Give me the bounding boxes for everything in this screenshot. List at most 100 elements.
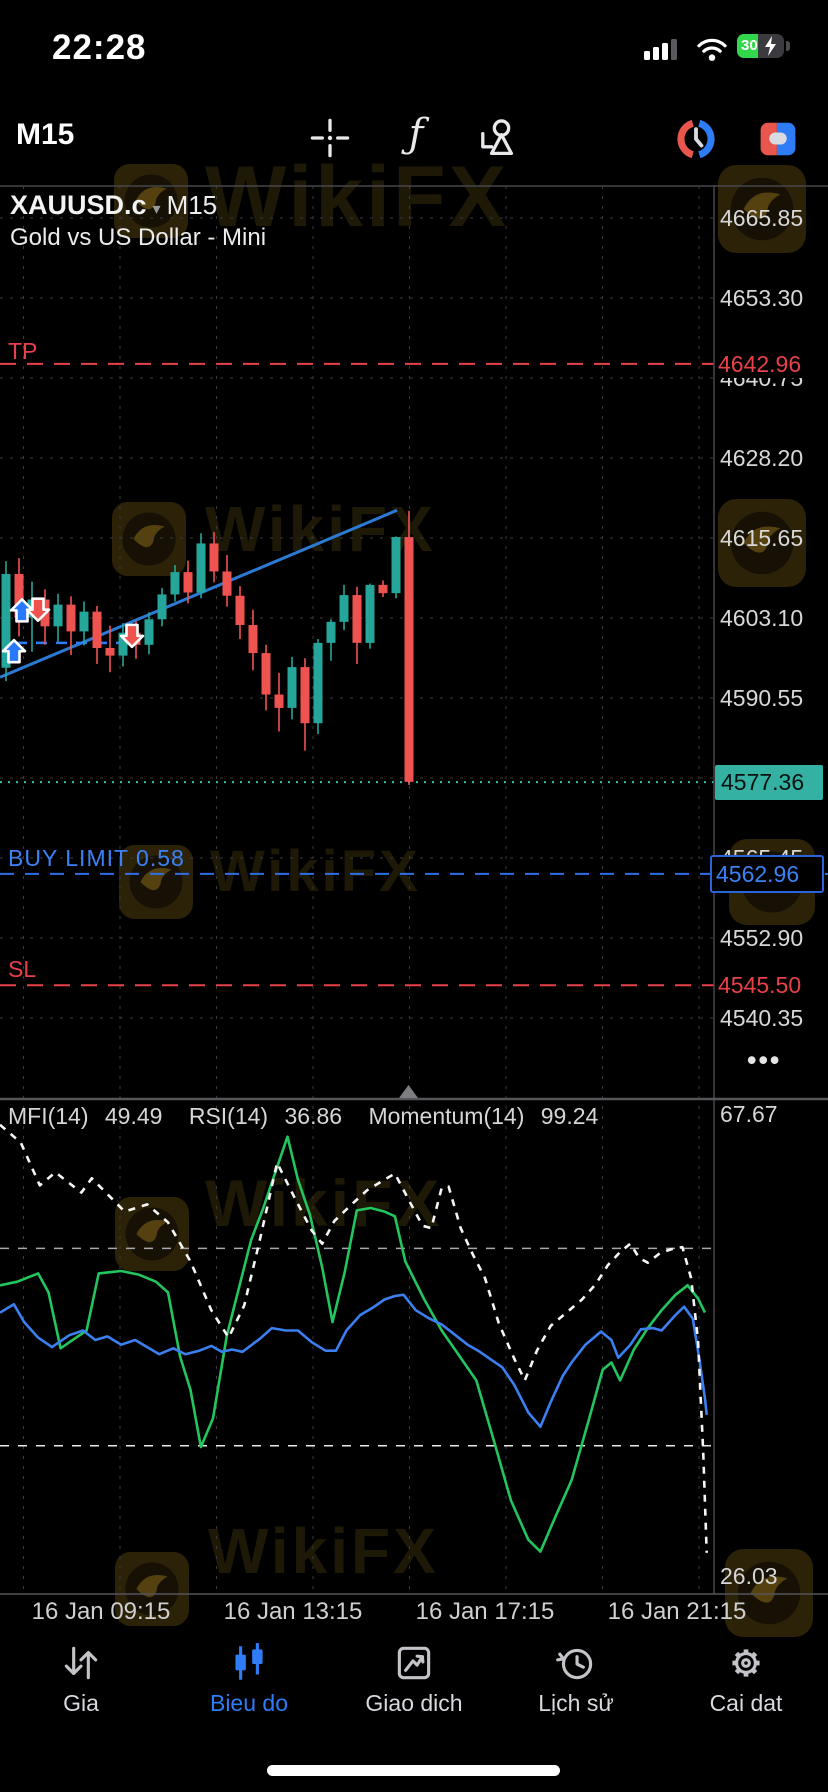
watermark-logo <box>725 1549 813 1637</box>
tab-trade[interactable]: Giao dich <box>334 1642 494 1742</box>
candle-body <box>157 594 167 620</box>
status-time: 22:28 <box>52 28 147 67</box>
candle-body <box>365 584 375 643</box>
sell-arrow-icon <box>25 597 51 623</box>
watermark-logo <box>115 1552 189 1626</box>
tab-label: Bieu do <box>209 1690 288 1716</box>
battery-fill <box>737 34 758 58</box>
candle-body <box>339 595 349 622</box>
indicator-value: 49.49 <box>104 1103 163 1129</box>
indicator-series-mfi <box>0 1135 707 1553</box>
indicator-name: Momentum(14) <box>368 1103 525 1129</box>
candle-body <box>274 694 284 708</box>
tab-settings[interactable]: Cai dat <box>666 1642 826 1742</box>
candle-body <box>79 611 89 632</box>
price-axis-label: 4590.55 <box>720 685 804 712</box>
candle-body <box>235 595 245 626</box>
signal-icon <box>644 39 677 60</box>
candle-body <box>248 625 258 654</box>
candle-body <box>352 595 362 643</box>
wifi-icon <box>697 38 727 61</box>
indicator-name: RSI(14) <box>188 1103 269 1129</box>
watermark-logo <box>112 502 186 576</box>
battery-cap <box>786 41 790 51</box>
tab-quotes[interactable]: Gia <box>1 1642 161 1742</box>
crosshair-icon[interactable] <box>308 116 352 160</box>
tab-label: Cai dat <box>709 1690 783 1716</box>
sell-arrow-icon <box>119 623 145 649</box>
time-axis-label: 16 Jan 13:15 <box>223 1598 363 1625</box>
trendline[interactable] <box>0 508 398 679</box>
sl-price-badge[interactable]: 4545.50 <box>718 972 824 999</box>
symbol-description: Gold vs US Dollar - Mini <box>10 224 267 251</box>
watermark-text: WikiFX <box>208 1515 439 1587</box>
watermark-text: WikiFX <box>205 149 509 245</box>
watermark-text: WikiFX <box>205 1166 443 1240</box>
tp-line-label[interactable]: TP <box>8 338 38 364</box>
chart-icon <box>235 1643 263 1680</box>
tab-label: Gia <box>63 1690 99 1716</box>
candle-body <box>287 667 297 708</box>
indicator-name: MFI(14) <box>8 1103 89 1129</box>
price-axis-label: 4665.85 <box>720 205 804 232</box>
indicators-button[interactable]: ƒ <box>394 111 438 157</box>
settings-icon <box>732 1649 760 1677</box>
candle-body <box>144 619 154 645</box>
indicator-header: MFI(14) 49.49 RSI(14) 36.86 Momentum(14)… <box>8 1103 618 1130</box>
function-icon: ƒ <box>408 111 424 157</box>
tab-charts[interactable]: Bieu do <box>169 1642 329 1742</box>
buy-limit-line-label[interactable]: BUY LIMIT 0.58 <box>8 845 185 871</box>
candle-body <box>118 632 128 656</box>
candle-body <box>170 572 180 595</box>
candle-body <box>391 537 401 594</box>
home-indicator[interactable] <box>267 1765 560 1776</box>
time-axis-label: 16 Jan 09:15 <box>31 1598 171 1625</box>
tp-price-badge[interactable]: 4642.96 <box>718 351 824 378</box>
current-price-badge: 4577.36 <box>715 765 823 800</box>
candle-body <box>261 653 271 695</box>
objects-icon[interactable] <box>474 116 518 160</box>
history-icon <box>556 1648 593 1680</box>
symbol-selector[interactable]: XAUUSD.c ▾ M15 <box>10 190 217 221</box>
candle-body <box>1 574 11 668</box>
indicator-value: 99.24 <box>540 1103 599 1129</box>
battery-percent: 30 <box>741 37 758 54</box>
timeframe-button[interactable]: M15 <box>16 118 75 151</box>
chart-windows-icon[interactable] <box>754 117 802 161</box>
price-axis-label: 4653.30 <box>720 285 804 312</box>
candle-body <box>66 604 76 632</box>
indicator-axis-min: 26.03 <box>720 1563 778 1589</box>
tab-label: Giao dich <box>365 1690 463 1716</box>
price-axis-label: 4615.65 <box>720 525 804 552</box>
symbol-timeframe: M15 <box>166 190 218 220</box>
time-axis-label: 16 Jan 21:15 <box>607 1598 747 1625</box>
buy-limit-price-badge[interactable]: 4562.96 <box>710 855 824 893</box>
indicator-axis-max: 67.67 <box>720 1101 778 1127</box>
price-axis-label: 4628.20 <box>720 445 804 472</box>
buy-arrow-icon <box>1 638 27 664</box>
battery-icon: 30 <box>737 34 784 58</box>
candle-body <box>92 611 102 648</box>
candle-body <box>222 571 232 596</box>
candle-body <box>300 667 310 724</box>
tab-label: Lịch sử <box>538 1690 614 1716</box>
chart-menu-dots[interactable]: ••• <box>747 1045 782 1075</box>
sl-line-label[interactable]: SL <box>8 956 37 982</box>
symbol-name: XAUUSD.c <box>10 190 147 220</box>
candle-body <box>53 604 63 627</box>
candle-body <box>14 574 24 618</box>
trading-sessions-icon[interactable] <box>672 117 720 161</box>
price-axis-label: 4603.10 <box>720 605 804 632</box>
pane-resize-handle[interactable] <box>399 1085 418 1098</box>
charging-bolt-icon <box>765 36 776 56</box>
candle-body <box>326 621 336 643</box>
watermark-text: WikiFX <box>210 839 421 904</box>
candle-body <box>105 647 115 656</box>
trade-icon <box>397 1646 431 1680</box>
candle-body <box>209 543 219 572</box>
tab-history[interactable]: Lịch sử <box>496 1642 656 1742</box>
candle-body <box>378 584 388 594</box>
candle-body <box>313 642 323 724</box>
